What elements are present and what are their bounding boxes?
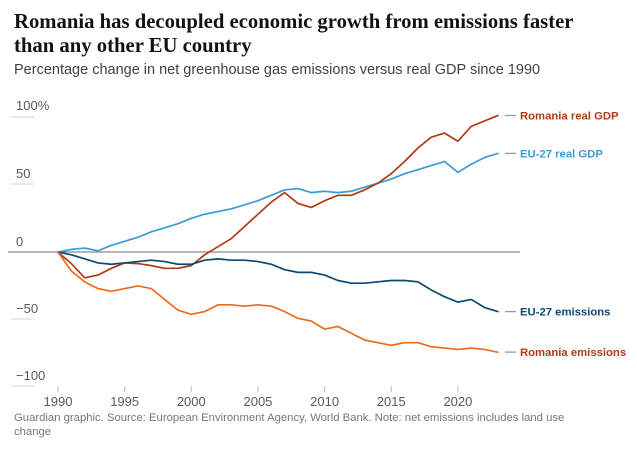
svg-text:2015: 2015 [377, 394, 406, 409]
svg-text:50: 50 [16, 166, 30, 181]
svg-text:2000: 2000 [177, 394, 206, 409]
svg-text:EU-27 real GDP: EU-27 real GDP [520, 148, 603, 160]
svg-text:−50: −50 [16, 301, 38, 316]
svg-text:1990: 1990 [44, 394, 73, 409]
svg-text:2005: 2005 [243, 394, 272, 409]
svg-text:Romania real GDP: Romania real GDP [520, 111, 619, 123]
svg-text:EU-27 emissions: EU-27 emissions [520, 307, 610, 319]
svg-text:100%: 100% [16, 98, 50, 113]
svg-text:2020: 2020 [443, 394, 472, 409]
svg-text:1995: 1995 [110, 394, 139, 409]
svg-text:2010: 2010 [310, 394, 339, 409]
svg-text:0: 0 [16, 234, 23, 249]
svg-text:−100: −100 [16, 368, 45, 383]
svg-text:Romania emissions: Romania emissions [520, 347, 626, 359]
